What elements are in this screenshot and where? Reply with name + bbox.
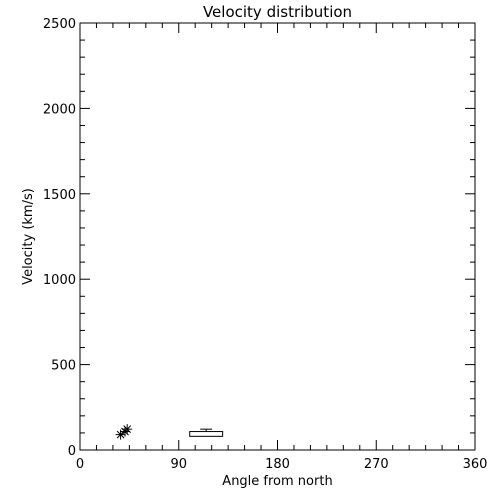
box-plot bbox=[189, 428, 224, 437]
asterisk-stroke bbox=[123, 425, 132, 434]
x-tick-label: 180 bbox=[265, 457, 290, 472]
x-tick-label: 270 bbox=[364, 457, 389, 472]
x-axis-title: Angle from north bbox=[222, 474, 332, 489]
x-tick-label: 360 bbox=[463, 457, 488, 472]
y-tick-label: 0 bbox=[68, 444, 76, 459]
x-tick-label: 90 bbox=[170, 457, 187, 472]
y-tick-label: 500 bbox=[51, 359, 76, 374]
x-tick-label: 0 bbox=[76, 457, 84, 472]
data-marks bbox=[115, 424, 224, 440]
axis-tick-labels: 0 90 180 270 360 0 500 1000 1500 2000 2500 bbox=[43, 17, 488, 472]
y-tick-label: 2000 bbox=[43, 102, 76, 117]
y-axis-title: Velocity (km/s) bbox=[21, 188, 36, 285]
y-tick-label: 2500 bbox=[43, 17, 76, 32]
y-tick-label: 1000 bbox=[43, 273, 76, 288]
asterisk-point bbox=[122, 424, 133, 435]
y-tick-label: 1500 bbox=[43, 188, 76, 203]
chart-title: Velocity distribution bbox=[203, 3, 352, 21]
axis-ticks bbox=[79, 22, 476, 451]
box-plot-box bbox=[189, 431, 224, 437]
plot-frame bbox=[79, 22, 476, 451]
asterisk-stroke bbox=[116, 430, 125, 439]
